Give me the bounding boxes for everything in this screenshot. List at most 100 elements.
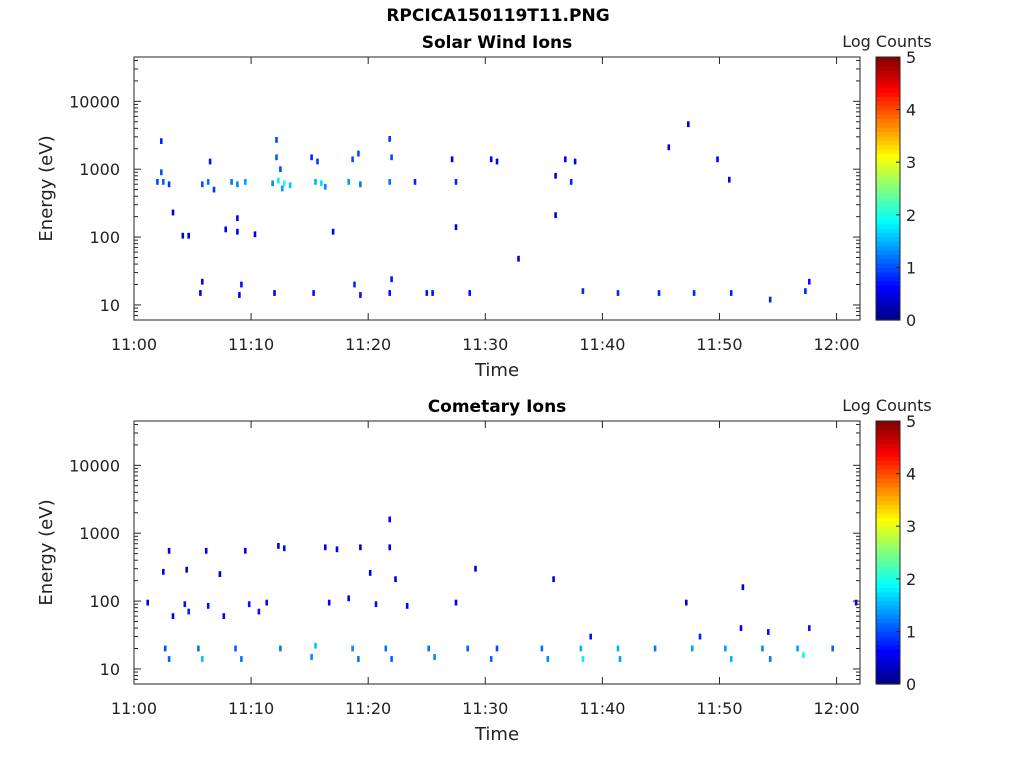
data-cell	[808, 278, 811, 285]
colorbar-segment	[876, 421, 900, 426]
colorbar-segment	[876, 162, 900, 168]
data-cell	[316, 158, 319, 165]
data-cell	[581, 656, 585, 662]
data-cell	[431, 290, 434, 296]
data-cell	[310, 654, 313, 660]
y-tick-label: 10	[100, 296, 120, 315]
x-tick-label: 11:50	[696, 699, 742, 718]
data-cell	[573, 158, 577, 165]
data-cell	[768, 656, 772, 662]
data-cell	[160, 169, 163, 176]
colorbar-segment	[876, 526, 900, 532]
colorbar-segment	[876, 486, 900, 492]
colorbar-segment	[876, 192, 900, 198]
data-cell	[388, 516, 391, 523]
colorbar-tick-label: 5	[906, 48, 916, 67]
colorbar-segment	[876, 477, 900, 483]
colorbar-segment	[876, 100, 900, 106]
colorbar-tick-label: 0	[906, 675, 916, 694]
data-cell	[687, 121, 690, 128]
colorbar-segment	[876, 644, 900, 650]
colorbar-segment	[876, 539, 900, 545]
data-cell	[283, 545, 286, 552]
colorbar-segment	[876, 131, 900, 137]
data-cell	[716, 156, 719, 163]
data-cell	[187, 232, 190, 239]
data-cell	[162, 568, 165, 575]
data-cell	[238, 292, 241, 298]
x-tick-label: 11:20	[345, 335, 391, 354]
colorbar-segment	[876, 249, 900, 255]
colorbar-segment	[876, 653, 900, 659]
chart-title: Solar Wind Ions	[422, 33, 573, 53]
data-cell	[454, 179, 458, 185]
colorbar-segment	[876, 491, 900, 497]
colorbar-segment	[876, 556, 900, 562]
data-cell	[768, 296, 772, 303]
data-cell	[279, 645, 282, 652]
data-cell	[374, 601, 378, 608]
colorbar-segment	[876, 201, 900, 207]
data-cell	[236, 228, 239, 235]
colorbar-segment	[876, 434, 900, 440]
colorbar-segment	[876, 600, 900, 606]
data-cell	[156, 179, 159, 185]
colorbar-segment	[876, 429, 900, 435]
data-cell	[454, 599, 458, 606]
data-cell	[384, 645, 388, 652]
data-cell	[761, 645, 764, 652]
data-cell	[283, 180, 286, 187]
colorbar-segment	[876, 517, 900, 523]
data-cell	[390, 656, 393, 662]
data-cell	[489, 656, 493, 662]
data-cell	[468, 290, 471, 296]
data-cell	[741, 584, 745, 591]
x-axis-label: Time	[474, 360, 519, 381]
data-cell	[183, 601, 187, 608]
colorbar-segment	[876, 499, 900, 505]
data-cell	[185, 566, 188, 573]
data-cell	[314, 642, 317, 649]
data-cell	[167, 547, 171, 554]
colorbar-segment	[876, 223, 900, 229]
data-cell	[324, 544, 327, 551]
data-cell	[581, 288, 585, 294]
data-cell	[167, 181, 171, 188]
colorbar-segment	[876, 609, 900, 615]
data-cell	[171, 613, 175, 619]
data-cell	[171, 209, 175, 216]
data-cell	[427, 645, 430, 652]
data-cell	[729, 656, 733, 662]
data-cell	[167, 656, 171, 662]
data-cell	[552, 576, 555, 583]
data-cell	[804, 288, 807, 294]
colorbar-tick-label: 3	[906, 153, 916, 172]
data-cell	[698, 633, 702, 640]
colorbar-segment	[876, 113, 900, 119]
colorbar-segment	[876, 227, 900, 233]
colorbar-tick-label: 1	[906, 622, 916, 641]
colorbar-segment	[876, 197, 900, 203]
colorbar-segment	[876, 561, 900, 567]
colorbar-segment	[876, 87, 900, 93]
data-cell	[413, 179, 417, 185]
y-tick-label: 100	[89, 228, 120, 247]
y-tick-label: 10000	[69, 92, 120, 111]
colorbar-segment	[876, 570, 900, 576]
colorbar-segment	[876, 622, 900, 628]
colorbar-segment	[876, 591, 900, 597]
colorbar-segment	[876, 530, 900, 536]
colorbar-segment	[876, 447, 900, 453]
data-cell	[831, 645, 834, 652]
data-cell	[275, 137, 278, 143]
data-cell	[240, 281, 243, 288]
data-cell	[405, 603, 409, 609]
data-cell	[495, 645, 499, 652]
colorbar-segment	[876, 425, 900, 431]
data-cell	[517, 255, 520, 262]
data-cell	[690, 645, 694, 652]
colorbar-label: Log Counts	[842, 396, 932, 415]
colorbar-segment	[876, 508, 900, 514]
data-cell	[277, 177, 280, 184]
